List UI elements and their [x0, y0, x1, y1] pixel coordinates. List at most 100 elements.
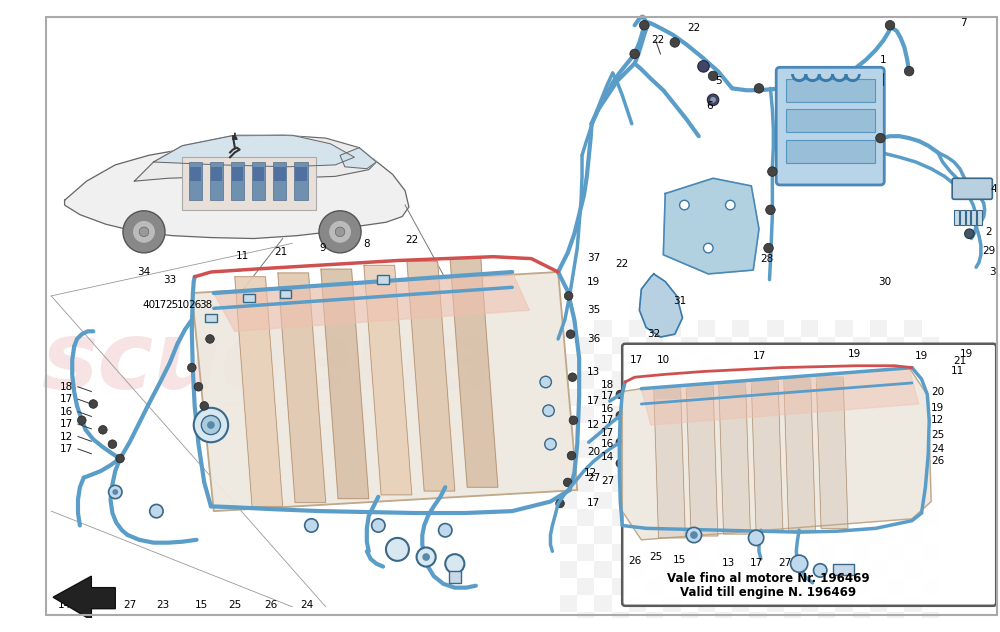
Bar [801, 595, 818, 612]
Bar [801, 561, 818, 578]
Bar [577, 372, 594, 389]
Circle shape [876, 133, 885, 143]
Text: 12: 12 [60, 432, 73, 442]
Bar [887, 441, 904, 458]
Text: 27: 27 [601, 475, 614, 485]
Polygon shape [751, 381, 783, 532]
Text: 29: 29 [982, 246, 995, 256]
Text: 27: 27 [123, 600, 136, 610]
Bar [182, 157, 316, 210]
Bar [646, 544, 663, 561]
Circle shape [616, 459, 625, 468]
Text: 38: 38 [200, 300, 213, 310]
Text: 15: 15 [195, 600, 208, 610]
Bar [887, 372, 904, 389]
Polygon shape [134, 135, 376, 181]
Bar [784, 509, 801, 526]
Text: car parts: car parts [214, 391, 437, 439]
Text: 17: 17 [749, 558, 763, 568]
Bar [612, 337, 629, 355]
Bar [629, 458, 646, 475]
Bar [835, 492, 853, 509]
Bar [646, 509, 663, 526]
Bar [715, 475, 732, 492]
Bar [646, 578, 663, 595]
Text: 4: 4 [990, 184, 997, 194]
Bar [749, 509, 767, 526]
Text: 18: 18 [601, 380, 614, 390]
Polygon shape [214, 272, 529, 331]
Bar [280, 289, 291, 298]
Text: 13: 13 [587, 367, 600, 377]
Polygon shape [751, 381, 778, 392]
Bar [681, 475, 698, 492]
Polygon shape [719, 383, 746, 394]
Text: Valid till engine N. 196469: Valid till engine N. 196469 [680, 586, 857, 599]
Polygon shape [65, 144, 409, 238]
Bar [767, 492, 784, 509]
Bar [560, 561, 577, 578]
Bar [922, 406, 939, 423]
Circle shape [99, 425, 107, 434]
Bar [629, 526, 646, 544]
Text: 16: 16 [601, 439, 614, 449]
Circle shape [139, 227, 149, 236]
Text: 9: 9 [320, 243, 326, 253]
Circle shape [194, 382, 203, 391]
Circle shape [108, 440, 117, 449]
Bar [853, 337, 870, 355]
Bar [784, 475, 801, 492]
Bar [612, 578, 629, 595]
Bar [786, 79, 875, 102]
Text: 21: 21 [953, 356, 966, 366]
Bar [681, 612, 698, 629]
Polygon shape [784, 379, 811, 391]
Text: 17: 17 [60, 419, 73, 429]
Bar [577, 509, 594, 526]
Bar [922, 441, 939, 458]
Bar [211, 167, 222, 181]
Circle shape [919, 449, 928, 458]
Bar [887, 337, 904, 355]
Bar [715, 441, 732, 458]
Bar [560, 492, 577, 509]
Circle shape [754, 83, 764, 93]
Bar [681, 441, 698, 458]
Polygon shape [686, 385, 718, 536]
Bar [681, 372, 698, 389]
Circle shape [707, 94, 719, 106]
Text: 24: 24 [300, 600, 313, 610]
Bar [577, 441, 594, 458]
Bar [904, 320, 922, 337]
Bar [681, 509, 698, 526]
Bar [904, 526, 922, 544]
Text: 25: 25 [649, 552, 662, 562]
Bar [560, 389, 577, 406]
Bar [231, 162, 244, 200]
Bar [681, 337, 698, 355]
Text: 12: 12 [587, 420, 600, 430]
Text: 19: 19 [960, 349, 973, 359]
Bar [977, 210, 982, 225]
Circle shape [417, 547, 436, 567]
Text: 25: 25 [228, 600, 241, 610]
Bar [818, 372, 835, 389]
Circle shape [305, 519, 318, 532]
Bar [922, 337, 939, 355]
Bar [698, 355, 715, 372]
Bar [853, 475, 870, 492]
Text: 22: 22 [687, 23, 701, 33]
Circle shape [187, 363, 196, 372]
Bar [612, 544, 629, 561]
Bar [784, 372, 801, 389]
Bar [594, 458, 612, 475]
Bar [870, 423, 887, 441]
Bar [818, 612, 835, 629]
Bar [767, 526, 784, 544]
Text: 22: 22 [405, 236, 418, 245]
Bar [594, 492, 612, 509]
Polygon shape [816, 377, 848, 528]
Bar [784, 441, 801, 458]
Bar [767, 423, 784, 441]
Circle shape [919, 392, 928, 401]
